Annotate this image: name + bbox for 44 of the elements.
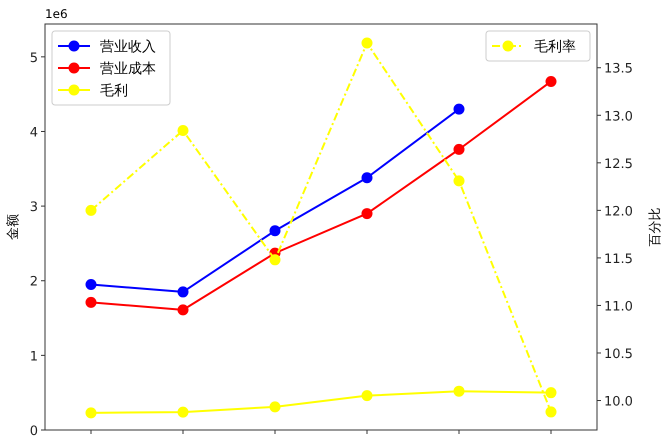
point [454,175,464,186]
point [454,386,464,397]
point [362,390,372,402]
point [362,38,372,49]
point [86,296,96,308]
point [270,401,280,412]
point [546,387,556,398]
y2-tick-label: 13.5 [604,62,633,77]
y2-tick-label: 10.5 [604,346,633,362]
legend-label: 营业成本 [100,61,156,77]
y-tick-label: 4 [30,125,38,140]
legend-label: 营业收入 [100,39,156,55]
y-tick-label: 5 [30,50,38,66]
y-tick-label: 0 [30,424,38,439]
text: 1e6 [45,7,68,21]
y-tick-label: 3 [30,200,38,216]
y2-tick-label: 11.0 [604,299,633,314]
point [270,225,280,236]
y2-tick-label: 12.0 [604,204,633,220]
y-tick-label: 2 [30,274,38,290]
point [546,406,556,418]
point [270,254,280,266]
legend-label: 毛利率 [534,39,576,55]
point [86,407,96,418]
y2-tick-label: 12.5 [604,156,633,172]
y-axis-title: 金额 [6,214,21,240]
y2-axis-title: 百分比 [648,208,663,246]
legend: 毛利率 [486,30,590,62]
y2-tick-label: 11.5 [604,252,633,267]
point [454,144,464,155]
point [86,278,96,290]
point [178,304,188,316]
point [362,208,372,220]
point [454,104,464,115]
point [178,286,188,298]
point [86,204,96,216]
point [362,172,372,184]
point [178,406,188,418]
y2-tick-label: 10.0 [604,394,633,410]
point [546,76,556,87]
y2-tick-label: 13.0 [604,109,633,124]
y-tick-label: 1 [30,349,38,364]
legend-label: 毛利 [100,83,128,99]
point [178,124,188,136]
